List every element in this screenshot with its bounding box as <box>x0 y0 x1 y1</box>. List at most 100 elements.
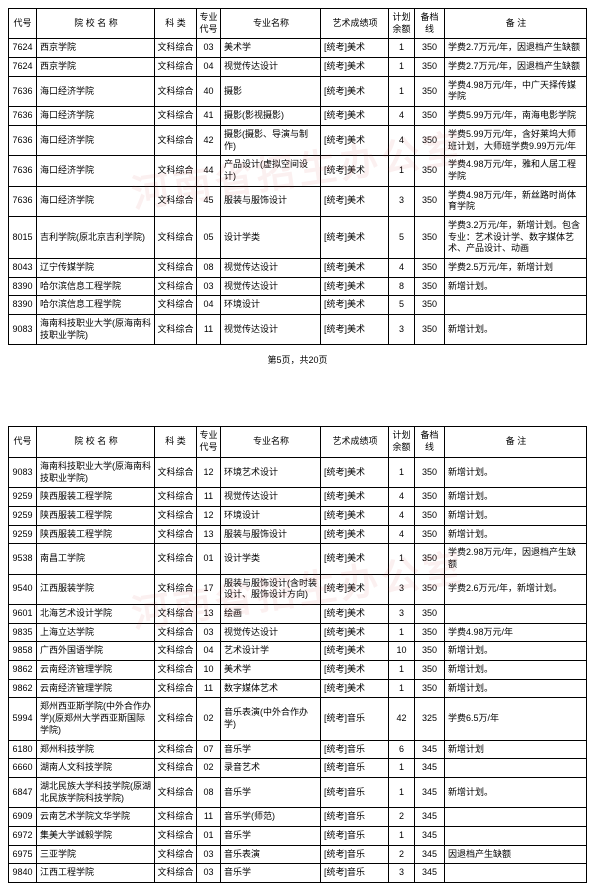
cell-code: 9540 <box>9 574 37 604</box>
cell-major: 产品设计(虚拟空间设计) <box>221 156 321 186</box>
cell-cat: 文科综合 <box>155 605 197 624</box>
cell-plan: 10 <box>389 642 415 661</box>
cell-code: 9840 <box>9 864 37 883</box>
cell-code: 9083 <box>9 457 37 487</box>
cell-code: 6180 <box>9 740 37 759</box>
cell-art: [统考]音乐 <box>321 845 389 864</box>
th-major: 专业名称 <box>221 9 321 39</box>
table-row: 9083海南科技职业大学(原海南科技职业学院)文科综合12环境艺术设计[统考]美… <box>9 457 587 487</box>
cell-note: 学费4.98万元/年 <box>445 623 587 642</box>
cell-line: 350 <box>415 605 445 624</box>
cell-cat: 文科综合 <box>155 39 197 58</box>
cell-note: 学费4.98万元/年，雅和人居工程学院 <box>445 156 587 186</box>
cell-note: 学费6.5万/年 <box>445 698 587 740</box>
cell-major: 音乐学(师范) <box>221 808 321 827</box>
table-row: 7624西京学院文科综合03美术学[统考]美术1350学费2.7万元/年，因退档… <box>9 39 587 58</box>
cell-note <box>445 296 587 315</box>
cell-code: 9858 <box>9 642 37 661</box>
table-row: 6660湖南人文科技学院文科综合02录音艺术[统考]音乐1345 <box>9 759 587 778</box>
cell-plan: 5 <box>389 296 415 315</box>
cell-code: 6909 <box>9 808 37 827</box>
cell-school: 哈尔滨信息工程学院 <box>37 296 155 315</box>
cell-line: 350 <box>415 623 445 642</box>
cell-major: 视觉传达设计 <box>221 488 321 507</box>
cell-line: 350 <box>415 525 445 544</box>
cell-note <box>445 826 587 845</box>
cell-code: 7624 <box>9 39 37 58</box>
cell-plan: 1 <box>389 156 415 186</box>
cell-art: [统考]美术 <box>321 506 389 525</box>
cell-school: 辽宁传媒学院 <box>37 259 155 278</box>
cell-cat: 文科综合 <box>155 259 197 278</box>
cell-line: 350 <box>415 661 445 680</box>
cell-major: 视觉传达设计 <box>221 315 321 345</box>
cell-plan: 1 <box>389 457 415 487</box>
cell-school: 海口经济学院 <box>37 156 155 186</box>
cell-plan: 8 <box>389 277 415 296</box>
cell-art: [统考]美术 <box>321 574 389 604</box>
cell-cat: 文科综合 <box>155 740 197 759</box>
cell-school: 集美大学诚毅学院 <box>37 826 155 845</box>
cell-major: 音乐学 <box>221 777 321 807</box>
cell-school: 南昌工学院 <box>37 544 155 574</box>
cell-plan: 2 <box>389 845 415 864</box>
cell-major: 摄影(摄影、导演与制作) <box>221 125 321 155</box>
cell-note: 因退档产生缺额 <box>445 845 587 864</box>
cell-mcode: 01 <box>197 826 221 845</box>
cell-cat: 文科综合 <box>155 642 197 661</box>
cell-art: [统考]美术 <box>321 544 389 574</box>
cell-note: 学费2.7万元/年，因退档产生缺额 <box>445 39 587 58</box>
cell-mcode: 17 <box>197 574 221 604</box>
cell-major: 视觉传达设计 <box>221 58 321 77</box>
cell-major: 录音艺术 <box>221 759 321 778</box>
cell-plan: 5 <box>389 216 415 258</box>
cell-line: 350 <box>415 488 445 507</box>
cell-art: [统考]音乐 <box>321 759 389 778</box>
cell-major: 绘画 <box>221 605 321 624</box>
cell-cat: 文科综合 <box>155 826 197 845</box>
cell-line: 345 <box>415 864 445 883</box>
cell-art: [统考]美术 <box>321 216 389 258</box>
cell-note: 学费2.6万元/年，新增计划。 <box>445 574 587 604</box>
cell-code: 7636 <box>9 76 37 106</box>
cell-major: 艺术设计学 <box>221 642 321 661</box>
cell-note <box>445 605 587 624</box>
cell-school: 陕西服装工程学院 <box>37 506 155 525</box>
table-row: 7636海口经济学院文科综合41摄影(影视摄影)[统考]美术4350学费5.99… <box>9 107 587 126</box>
cell-line: 345 <box>415 740 445 759</box>
cell-mcode: 12 <box>197 506 221 525</box>
th-note: 备 注 <box>445 427 587 457</box>
cell-plan: 1 <box>389 58 415 77</box>
cell-line: 350 <box>415 506 445 525</box>
cell-plan: 1 <box>389 623 415 642</box>
th-art: 艺术成绩项 <box>321 9 389 39</box>
cell-code: 8390 <box>9 277 37 296</box>
cell-major: 环境设计 <box>221 296 321 315</box>
cell-art: [统考]美术 <box>321 623 389 642</box>
cell-mcode: 11 <box>197 488 221 507</box>
cell-school: 云南艺术学院文华学院 <box>37 808 155 827</box>
cell-school: 海口经济学院 <box>37 76 155 106</box>
header-row: 代号 院 校 名 称 科 类 专业代号 专业名称 艺术成绩项 计划余额 备档线 … <box>9 9 587 39</box>
cell-code: 6972 <box>9 826 37 845</box>
cell-mcode: 11 <box>197 679 221 698</box>
table-row: 9835上海立达学院文科综合03视觉传达设计[统考]美术1350学费4.98万元… <box>9 623 587 642</box>
cell-mcode: 11 <box>197 315 221 345</box>
th-line: 备档线 <box>415 9 445 39</box>
cell-note: 新增计划。 <box>445 525 587 544</box>
table-row: 9540江西服装学院文科综合17服装与服饰设计(含时装设计、服饰设计方向)[统考… <box>9 574 587 604</box>
table-row: 5994郑州西亚斯学院(中外合作办学)(原郑州大学西亚斯国际学院)文科综合02音… <box>9 698 587 740</box>
table-row: 8043辽宁传媒学院文科综合08视觉传达设计[统考]美术4350学费2.5万元/… <box>9 259 587 278</box>
cell-major: 服装与服饰设计(含时装设计、服饰设计方向) <box>221 574 321 604</box>
cell-art: [统考]音乐 <box>321 808 389 827</box>
cell-note: 新增计划。 <box>445 642 587 661</box>
cell-mcode: 40 <box>197 76 221 106</box>
th-plan: 计划余额 <box>389 427 415 457</box>
cell-school: 江西工程学院 <box>37 864 155 883</box>
header-row: 代号 院 校 名 称 科 类 专业代号 专业名称 艺术成绩项 计划余额 备档线 … <box>9 427 587 457</box>
cell-code: 5994 <box>9 698 37 740</box>
cell-plan: 4 <box>389 488 415 507</box>
cell-mcode: 44 <box>197 156 221 186</box>
cell-mcode: 03 <box>197 845 221 864</box>
th-school: 院 校 名 称 <box>37 427 155 457</box>
